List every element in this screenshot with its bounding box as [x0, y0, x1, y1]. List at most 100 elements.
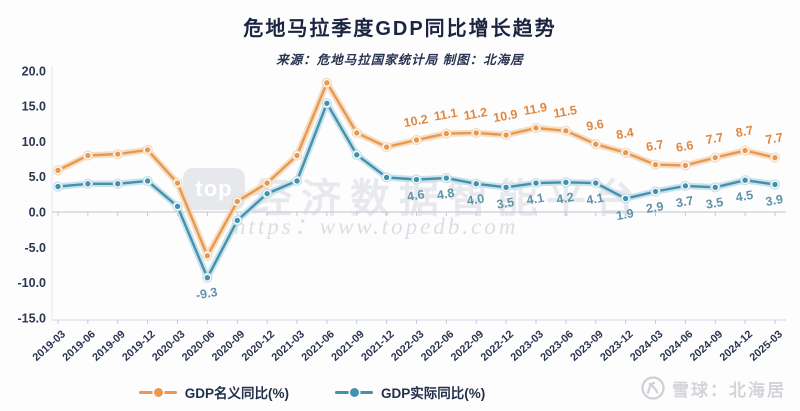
svg-text:2025-03: 2025-03: [748, 328, 785, 363]
data-label: 11.9: [522, 100, 548, 118]
data-point: [742, 147, 748, 154]
data-label: 1.9: [615, 206, 635, 223]
data-label: 11.2: [463, 105, 489, 123]
data-point: [55, 183, 61, 190]
data-point: [772, 181, 778, 188]
data-point: [204, 274, 211, 281]
series-line: [57, 81, 776, 258]
legend-item-nominal[interactable]: GDP名义同比(%): [138, 382, 289, 402]
svg-text:5.0: 5.0: [29, 170, 46, 184]
data-point: [503, 132, 509, 138]
data-point: [593, 180, 599, 186]
data-point: [622, 195, 629, 202]
data-point: [115, 151, 121, 157]
data-point: [324, 100, 330, 106]
xueqiu-brand: 雪球：北海居: [640, 375, 786, 401]
data-point: [473, 130, 479, 136]
axes: [51, 66, 786, 324]
data-point: [85, 152, 91, 159]
data-label: 4.0: [466, 191, 486, 208]
data-label: 11.5: [552, 103, 578, 121]
data-point: [85, 181, 91, 187]
data-label: 8.4: [615, 125, 635, 142]
chart-title: 危地马拉季度GDP同比增长趋势: [243, 18, 557, 40]
data-label: 10.2: [403, 112, 429, 130]
data-point: [712, 154, 718, 161]
chart-svg: 20.0 15.0 10.0 5.0 0.0 -5.0 -10.0 -15.0 2019-032…: [18, 64, 786, 364]
data-label: 3.5: [496, 195, 516, 212]
data-point: [354, 152, 360, 158]
data-point: [473, 181, 479, 187]
data-label: 4.1: [526, 191, 546, 208]
xueqiu-brand-text: 雪球：北海居: [672, 380, 786, 400]
data-label: 4.6: [406, 187, 426, 204]
data-label: 6.6: [675, 138, 695, 155]
data-point: [174, 180, 181, 186]
data-point: [533, 125, 539, 131]
data-point: [772, 154, 778, 161]
x-axis-labels: 2019-032019-062019-092019-122020-032020-…: [31, 328, 785, 363]
data-point: [264, 180, 270, 186]
data-point: [354, 130, 360, 136]
data-point: [413, 137, 420, 143]
series-nominal: 10.2 11.1 11.2 10.9 11.9 11.5 9.6 8.4 6.7 6.6 7.7 8…: [52, 77, 785, 261]
data-point: [174, 203, 181, 210]
data-point: [503, 184, 509, 190]
xueqiu-logo-icon: [641, 376, 665, 400]
data-label: 10.9: [492, 107, 518, 125]
legend-item-real[interactable]: GDP实际同比(%): [335, 382, 485, 402]
data-label: 4.5: [735, 188, 755, 205]
svg-text:10.0: 10.0: [22, 135, 46, 149]
data-point: [383, 144, 390, 150]
y-axis-labels: 20.0 15.0 10.0 5.0 0.0 -5.0 -10.0 -15.0: [18, 64, 47, 325]
data-point: [563, 179, 569, 186]
legend-label-real: GDP实际同比(%): [381, 386, 486, 401]
data-point: [413, 176, 420, 183]
data-point: [324, 80, 330, 86]
data-point: [742, 177, 748, 183]
topedb-logo-text: top: [195, 176, 233, 201]
legend-swatch-real-icon: [335, 387, 373, 397]
data-point: [144, 178, 151, 184]
svg-text:20.0: 20.0: [22, 64, 46, 78]
series-real: -9.3 4.6 4.8 4.0 3.5 4.1 4.2 4.1 1.9 2.9 3.7 3.5 4.5…: [52, 98, 784, 302]
svg-text:-15.0: -15.0: [18, 311, 47, 325]
watermark-url: https：www.topedb.com: [234, 214, 519, 239]
data-point: [563, 128, 569, 134]
data-label: 3.5: [705, 195, 725, 212]
data-point: [652, 161, 659, 168]
legend: GDP名义同比(%) GDP实际同比(%): [0, 382, 624, 402]
data-point: [443, 130, 450, 137]
data-point: [682, 162, 689, 169]
data-label: 6.7: [645, 137, 665, 154]
data-label: 2.9: [645, 199, 665, 216]
topedb-logo-badge: top: [183, 168, 245, 210]
data-point: [383, 174, 390, 181]
data-label: 7.7: [765, 130, 785, 147]
data-point: [533, 180, 539, 186]
data-label: 7.7: [705, 130, 725, 147]
data-point: [443, 175, 450, 181]
data-point: [115, 181, 121, 187]
data-label: 8.7: [735, 123, 755, 140]
data-point: [144, 147, 151, 153]
data-label: 4.2: [555, 190, 575, 207]
data-point: [712, 184, 718, 190]
legend-label-nominal: GDP名义同比(%): [184, 386, 289, 401]
svg-text:-5.0: -5.0: [24, 241, 46, 255]
data-point: [55, 167, 61, 174]
data-point: [682, 183, 689, 189]
data-point: [652, 188, 659, 195]
data-point: [234, 217, 240, 224]
data-point: [593, 141, 599, 147]
data-point: [294, 152, 300, 159]
data-point: [622, 149, 629, 156]
svg-text:15.0: 15.0: [22, 100, 46, 114]
data-label: 11.1: [433, 106, 459, 124]
data-point: [264, 190, 270, 197]
data-point: [294, 178, 300, 184]
data-label: 4.8: [436, 186, 456, 203]
data-label: 3.7: [675, 194, 695, 211]
data-point: [234, 198, 240, 205]
